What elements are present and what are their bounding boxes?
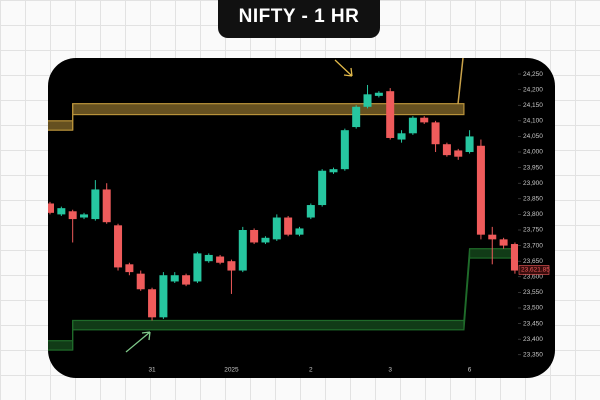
candle-body bbox=[420, 117, 429, 123]
y-tick-label: 23,600 bbox=[523, 274, 543, 281]
y-tick-label: 23,750 bbox=[523, 227, 543, 234]
y-tick-label: 24,250 bbox=[523, 71, 543, 78]
x-tick-label: 6 bbox=[468, 367, 472, 374]
candle-body bbox=[125, 264, 134, 273]
y-tick-label: 23,400 bbox=[523, 336, 543, 343]
y-tick-label: 24,000 bbox=[523, 149, 543, 156]
y-tick-label: 24,050 bbox=[523, 133, 543, 140]
y-tick-label: 23,950 bbox=[523, 164, 543, 171]
candle-body bbox=[465, 136, 474, 153]
candle-body bbox=[136, 273, 145, 290]
candle-body bbox=[306, 205, 315, 218]
candle-body bbox=[238, 229, 247, 271]
candle-body bbox=[272, 217, 281, 240]
candle-body bbox=[397, 133, 406, 140]
chart-title: NIFTY - 1 HR bbox=[239, 6, 360, 27]
x-tick-label: 3 bbox=[388, 367, 392, 374]
y-tick-label: 23,850 bbox=[523, 196, 543, 203]
y-tick-label: 23,550 bbox=[523, 289, 543, 296]
candle-body bbox=[159, 275, 168, 318]
axes: 23,35023,40023,45023,50023,55023,60023,6… bbox=[148, 71, 550, 374]
candle-body bbox=[102, 189, 111, 223]
zone-step bbox=[463, 258, 471, 330]
candle-body bbox=[182, 275, 191, 285]
zone-edge bbox=[457, 57, 464, 105]
candle-body bbox=[352, 106, 361, 128]
plot-background bbox=[48, 58, 555, 378]
candle-body bbox=[204, 254, 213, 262]
y-tick-label: 23,700 bbox=[523, 242, 543, 249]
y-tick-label: 24,100 bbox=[523, 118, 543, 125]
candle-body bbox=[442, 144, 451, 156]
candle-body bbox=[340, 130, 349, 170]
y-tick-label: 23,500 bbox=[523, 305, 543, 312]
y-tick-label: 24,150 bbox=[523, 102, 543, 109]
candle-body bbox=[284, 217, 293, 235]
candle-body bbox=[363, 94, 372, 107]
candle-body bbox=[386, 91, 395, 138]
candle-body bbox=[250, 229, 259, 243]
candle-body bbox=[261, 237, 270, 243]
candle-body bbox=[488, 234, 497, 240]
candle-body bbox=[193, 253, 202, 282]
candle-body bbox=[408, 117, 417, 134]
candle-body bbox=[170, 275, 179, 282]
candle-body bbox=[48, 203, 54, 213]
x-tick-label: 2025 bbox=[224, 367, 239, 374]
y-tick-label: 23,350 bbox=[523, 351, 543, 358]
zone bbox=[48, 120, 74, 131]
last-price-label: 23,621.85 bbox=[521, 267, 550, 274]
zone bbox=[48, 340, 74, 351]
y-tick-label: 23,650 bbox=[523, 258, 543, 265]
candle-body bbox=[148, 289, 157, 318]
candle-body bbox=[510, 244, 518, 271]
x-tick-label: 31 bbox=[148, 367, 156, 374]
candle-body bbox=[68, 211, 77, 220]
title-pill bbox=[218, 0, 380, 38]
candle-body bbox=[374, 92, 383, 96]
zone bbox=[72, 319, 465, 331]
candle-body bbox=[431, 122, 440, 145]
zone bbox=[72, 103, 465, 116]
y-tick-label: 23,900 bbox=[523, 180, 543, 187]
y-tick-label: 23,800 bbox=[523, 211, 543, 218]
arrow bbox=[334, 59, 353, 77]
candle-body bbox=[216, 256, 225, 263]
candle-body bbox=[80, 214, 89, 218]
candle-body bbox=[454, 150, 463, 157]
arrow bbox=[125, 331, 151, 353]
candle-body bbox=[499, 239, 508, 246]
candle-body bbox=[476, 145, 485, 235]
zones bbox=[48, 103, 518, 351]
candle-body bbox=[227, 261, 236, 271]
candle-body bbox=[329, 169, 338, 173]
y-tick-label: 24,200 bbox=[523, 86, 543, 93]
zone-step bbox=[463, 248, 471, 321]
candle-body bbox=[114, 225, 123, 268]
candle-body bbox=[57, 208, 66, 215]
y-tick-label: 23,450 bbox=[523, 320, 543, 327]
candle-body bbox=[91, 189, 100, 220]
x-tick-label: 2 bbox=[309, 367, 313, 374]
candle-body bbox=[295, 228, 304, 235]
candles bbox=[48, 84, 518, 321]
last-price-box bbox=[518, 265, 550, 275]
candle-body bbox=[318, 170, 327, 206]
